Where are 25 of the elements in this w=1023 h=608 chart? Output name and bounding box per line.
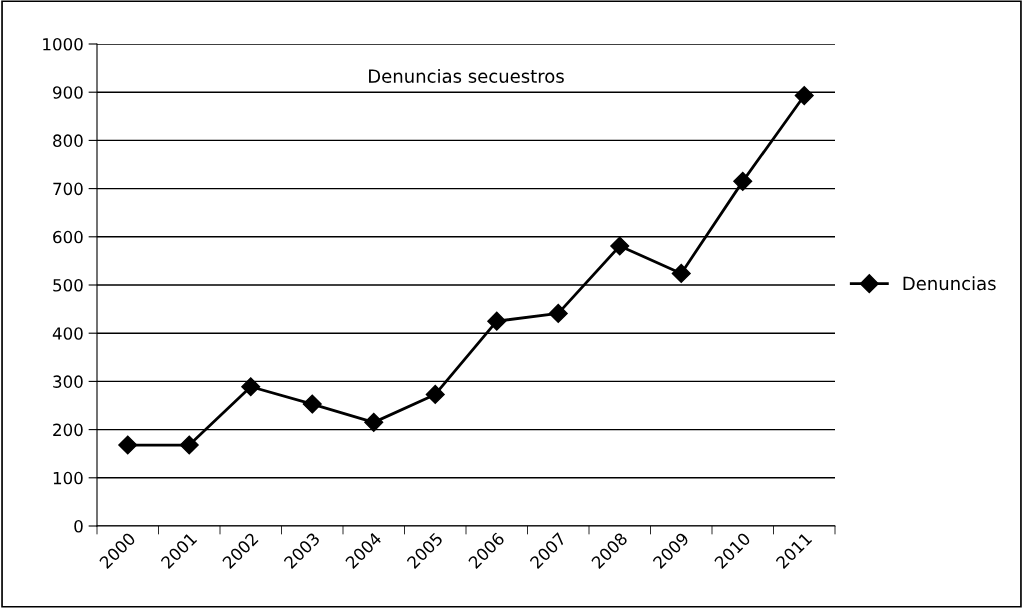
- y-tick-label: 0: [74, 519, 83, 533]
- point: [794, 86, 814, 106]
- y-tick-label: 600: [53, 230, 83, 244]
- point: [610, 236, 630, 256]
- y-tick-label: 1000: [43, 37, 83, 51]
- point: [733, 171, 753, 191]
- y-tick-label: 200: [53, 423, 83, 437]
- point: [671, 263, 691, 283]
- text: Denuncias secuestros: [369, 69, 564, 83]
- point: [302, 394, 322, 414]
- y-tick-label: 500: [53, 278, 83, 292]
- point: [118, 435, 138, 455]
- point: [241, 377, 261, 397]
- y-tick-label: 300: [53, 375, 83, 388]
- y-tick-label: 400: [52, 327, 83, 340]
- point: [179, 435, 199, 455]
- y-tick-label: 900: [53, 86, 83, 99]
- point: [548, 303, 568, 323]
- point: [425, 384, 445, 404]
- legend-label: Denuncias: [903, 276, 996, 291]
- y-tick-label: 800: [53, 134, 83, 147]
- y-tick-label: 100: [53, 471, 83, 485]
- y-tick-label: 700: [53, 182, 83, 196]
- point: [364, 412, 384, 432]
- point: [487, 311, 507, 331]
